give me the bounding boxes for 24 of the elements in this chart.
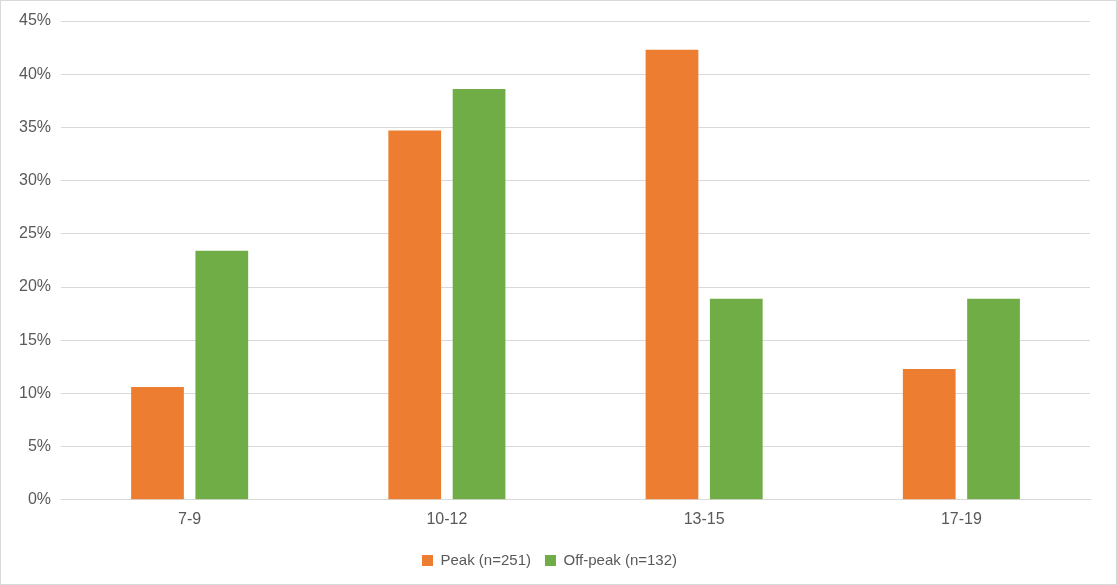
x-tick-label: 13-15 — [683, 509, 725, 527]
legend-label: Off-peak (n=132) — [563, 550, 678, 568]
bar — [902, 368, 956, 500]
bar — [452, 89, 506, 500]
x-tick-label: 17-19 — [940, 509, 982, 527]
bar — [388, 130, 442, 500]
bar — [195, 250, 249, 500]
y-tick-label: 30% — [18, 171, 52, 189]
bar — [131, 387, 184, 500]
y-tick-label: 45% — [18, 11, 52, 29]
y-tick-label: 20% — [18, 277, 52, 295]
y-tick-label: 10% — [18, 383, 52, 401]
y-tick-label: 35% — [18, 117, 52, 135]
y-tick-label: 0% — [27, 490, 52, 508]
y-tick-label: 25% — [18, 224, 52, 242]
bar — [967, 298, 1020, 500]
legend-label: Peak (n=251) — [440, 550, 531, 568]
bar — [709, 298, 763, 500]
y-tick-label: 40% — [18, 64, 52, 82]
y-tick-label: 5% — [27, 437, 52, 455]
x-tick-label: 10-12 — [426, 509, 468, 527]
y-tick-label: 15% — [18, 330, 52, 348]
bar — [645, 49, 699, 500]
x-tick-label: 7-9 — [178, 509, 202, 527]
